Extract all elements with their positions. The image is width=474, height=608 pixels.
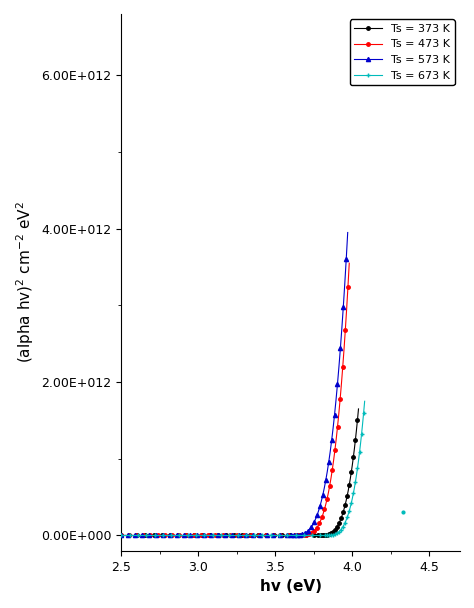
Ts = 573 K: [118, 532, 124, 539]
Ts = 573 K: [323, 477, 328, 484]
Ts = 673 K: [118, 532, 124, 539]
Y-axis label: (alpha hv)$^{2}$ cm$^{-2}$ eV$^{2}$: (alpha hv)$^{2}$ cm$^{-2}$ eV$^{2}$: [14, 201, 36, 364]
Ts = 373 K: [352, 445, 357, 452]
Ts = 673 K: [346, 507, 352, 514]
Ts = 373 K: [342, 501, 348, 508]
Legend: Ts = 373 K, Ts = 473 K, Ts = 573 K, Ts = 673 K: Ts = 373 K, Ts = 473 K, Ts = 573 K, Ts =…: [350, 19, 455, 85]
Ts = 673 K: [362, 398, 367, 405]
Ts = 473 K: [311, 528, 317, 535]
Ts = 673 K: [348, 499, 354, 506]
Ts = 473 K: [162, 532, 168, 539]
Ts = 573 K: [339, 325, 345, 332]
Ts = 573 K: [305, 527, 311, 534]
Ts = 673 K: [334, 530, 340, 537]
Ts = 473 K: [216, 532, 222, 539]
Ts = 673 K: [358, 440, 364, 447]
Ts = 373 K: [227, 532, 233, 539]
Ts = 373 K: [340, 509, 346, 516]
Line: Ts = 673 K: Ts = 673 K: [119, 399, 367, 538]
Ts = 473 K: [327, 482, 333, 489]
Ts = 573 K: [212, 532, 218, 539]
Ts = 373 K: [356, 406, 361, 413]
Ts = 673 K: [168, 532, 174, 539]
Line: Ts = 573 K: Ts = 573 K: [119, 230, 350, 537]
X-axis label: hv (eV): hv (eV): [260, 579, 322, 594]
Ts = 673 K: [230, 532, 236, 539]
Ts = 373 K: [118, 532, 124, 539]
Ts = 473 K: [118, 532, 124, 539]
Ts = 473 K: [346, 260, 352, 267]
Ts = 573 K: [160, 532, 166, 539]
Ts = 573 K: [326, 458, 332, 466]
Ts = 373 K: [328, 530, 334, 537]
Ts = 473 K: [329, 466, 335, 473]
Ts = 573 K: [345, 229, 351, 236]
Ts = 373 K: [167, 532, 173, 539]
Ts = 473 K: [341, 345, 347, 353]
Line: Ts = 373 K: Ts = 373 K: [119, 407, 360, 537]
Line: Ts = 473 K: Ts = 473 K: [119, 261, 351, 537]
